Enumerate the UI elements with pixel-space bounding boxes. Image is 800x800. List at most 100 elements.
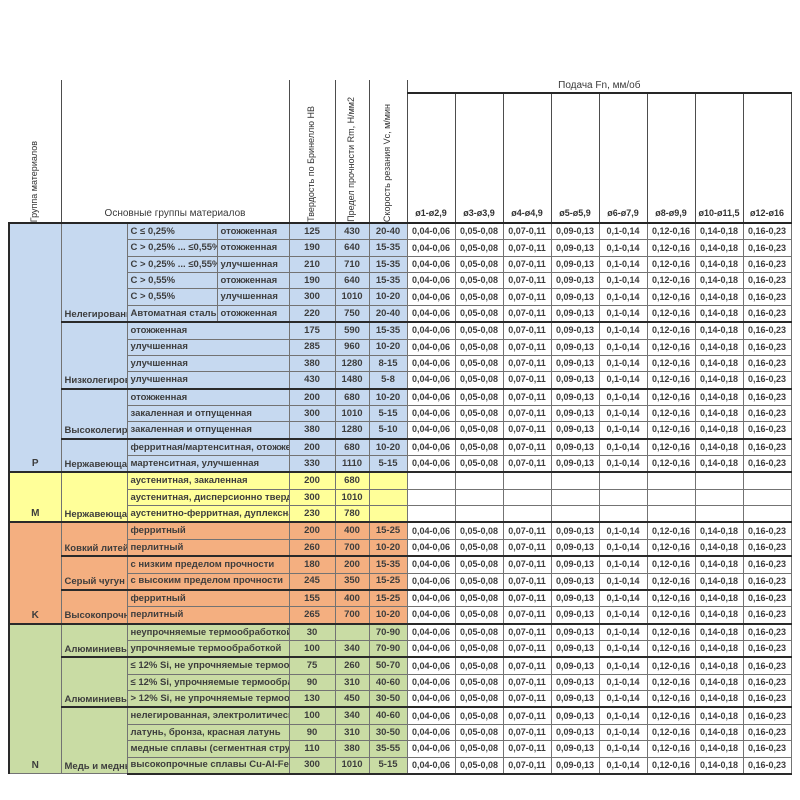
- feed-cell: 0,07-0,11: [502, 255, 552, 274]
- feed-cell: 0,09-0,13: [550, 455, 600, 473]
- speed-column-header: Скорость резания Vc, м/мин: [368, 80, 408, 224]
- strength-label: Предел прочности Rm, Н/мм2: [346, 97, 357, 222]
- feed-cell: 0,05-0,08: [454, 255, 504, 274]
- speed-cell: [368, 471, 408, 490]
- feed-cell: 0,04-0,06: [406, 521, 456, 540]
- speed-cell: 15-35: [368, 555, 408, 574]
- strength-cell: 310: [334, 723, 370, 742]
- feed-cell: 0,1-0,14: [598, 304, 648, 323]
- table-row: высокопрочные сплавы Cu-Al-Fe 300 1010 5-15…: [9, 756, 792, 775]
- speed-cell: 10-20: [368, 538, 408, 557]
- feed-cell: 0,12-0,16: [646, 538, 696, 557]
- table-row: Автоматная сталь отожженная 220 750 20-40 0,0…: [9, 304, 792, 323]
- strength-cell: 310: [334, 673, 370, 692]
- feed-cell: 0,1-0,14: [598, 723, 648, 742]
- feed-cell: [646, 471, 696, 490]
- feed-cell: 0,04-0,06: [406, 272, 456, 290]
- feed-cell: 0,1-0,14: [598, 538, 648, 557]
- material-subtype-cell: C > 0,55%: [126, 272, 218, 290]
- hardness-cell: 245: [288, 572, 336, 591]
- feed-cell: 0,14-0,18: [694, 588, 744, 608]
- material-name-cell: аустенитно-ферритная, дуплексная: [126, 505, 290, 523]
- feed-cell: 0,16-0,23: [742, 555, 792, 574]
- feed-cell: [454, 505, 504, 523]
- material-group-cell: Ковкий литейный: [60, 521, 128, 557]
- hardness-cell: 430: [288, 371, 336, 390]
- material-name-cell: мартенситная, улучшенная: [126, 455, 290, 473]
- material-group-cell: Алюминиевые ко: [60, 622, 128, 658]
- speed-cell: 15-35: [368, 255, 408, 274]
- feed-cell: 0,1-0,14: [598, 321, 648, 340]
- table-row: PНелегированнаяC ≤ 0,25%отожженная125430…: [8, 221, 792, 473]
- feed-cell: 0,16-0,23: [742, 255, 792, 274]
- material-group-cell: Нержавеющая ст: [60, 471, 128, 523]
- table-row: закаленная и отпущенная 300 1010 5-15 0,04-0…: [9, 404, 792, 423]
- feed-cell: 0,1-0,14: [598, 222, 648, 241]
- feed-cell: 0,1-0,14: [598, 455, 648, 473]
- feed-cell: 0,16-0,23: [742, 690, 792, 708]
- feed-cell: 0,1-0,14: [598, 239, 648, 257]
- feed-cell: 0,16-0,23: [742, 606, 792, 625]
- diameter-header: ø5-ø5,9: [550, 92, 600, 224]
- material-subtype-cell: C ≤ 0,25%: [126, 222, 218, 241]
- speed-cell: 8-15: [368, 354, 408, 373]
- table-row: Низколегированнотожженная17559015-350,04…: [9, 321, 792, 390]
- feed-cell: 0,14-0,18: [694, 387, 744, 406]
- feed-cell: 0,1-0,14: [598, 272, 648, 290]
- feed-cell: 0,07-0,11: [502, 740, 552, 758]
- material-state-cell: отожженная: [216, 222, 290, 241]
- feed-cell: 0,05-0,08: [454, 756, 504, 775]
- feed-cell: 0,04-0,06: [406, 723, 456, 742]
- feed-cell: 0,05-0,08: [454, 421, 504, 440]
- hardness-cell: 125: [288, 222, 336, 241]
- feed-cell: 0,09-0,13: [550, 622, 600, 641]
- diameter-header: ø3-ø3,9: [454, 92, 504, 224]
- strength-cell: 640: [334, 272, 370, 290]
- hardness-cell: 90: [288, 673, 336, 692]
- feed-cell: [550, 505, 600, 523]
- feed-cell: 0,05-0,08: [454, 387, 504, 406]
- feed-cell: 0,1-0,14: [598, 673, 648, 692]
- feed-cell: 0,16-0,23: [742, 404, 792, 423]
- feed-cell: 0,12-0,16: [646, 404, 696, 423]
- speed-cell: 5-15: [368, 756, 408, 775]
- feed-cell: 0,12-0,16: [646, 321, 696, 340]
- feed-cell: 0,1-0,14: [598, 588, 648, 608]
- feed-cell: 0,07-0,11: [502, 656, 552, 675]
- feed-cell: 0,14-0,18: [694, 572, 744, 591]
- material-name-cell: ≤ 12% Si, упрочняемые термообработко: [126, 673, 290, 692]
- feed-cell: 0,12-0,16: [646, 740, 696, 758]
- speed-cell: 70-90: [368, 639, 408, 658]
- feed-cell: [694, 488, 744, 507]
- speed-cell: 40-60: [368, 706, 408, 725]
- group-column-header: Группа материалов: [9, 80, 62, 224]
- diameter-header: ø6-ø7,9: [598, 92, 648, 224]
- feed-cell: 0,07-0,11: [502, 371, 552, 390]
- feed-cell: 0,14-0,18: [694, 288, 744, 306]
- material-group-cell: Алюминиевые ли: [60, 656, 128, 708]
- feed-cell: 0,12-0,16: [646, 639, 696, 658]
- feed-cell: 0,04-0,06: [406, 371, 456, 390]
- feed-cell: 0,05-0,08: [454, 288, 504, 306]
- feed-cell: 0,05-0,08: [454, 673, 504, 692]
- hardness-label: Твердость по Бринеллю HB: [306, 106, 317, 222]
- hardness-cell: 380: [288, 354, 336, 373]
- feed-cell: [742, 471, 792, 490]
- feed-cell: 0,1-0,14: [598, 622, 648, 641]
- table-header: Группа материалов Основные группы матери…: [9, 80, 792, 224]
- hardness-cell: 200: [288, 387, 336, 406]
- feed-cell: 0,07-0,11: [502, 622, 552, 641]
- feed-cell: 0,12-0,16: [646, 572, 696, 591]
- feed-cell: 0,09-0,13: [550, 371, 600, 390]
- speed-cell: 70-90: [368, 622, 408, 641]
- hardness-cell: 190: [288, 239, 336, 257]
- speed-cell: 15-25: [368, 588, 408, 608]
- feed-cell: 0,12-0,16: [646, 288, 696, 306]
- speed-cell: 40-60: [368, 673, 408, 692]
- material-name-cell: отожженная: [126, 387, 290, 406]
- material-name-cell: латунь, бронза, красная латунь: [126, 723, 290, 742]
- feed-cell: 0,1-0,14: [598, 639, 648, 658]
- material-group-cell: Нелегированная: [60, 221, 128, 323]
- material-name-cell: высокопрочные сплавы Cu-Al-Fe: [126, 756, 290, 775]
- feed-cell: 0,16-0,23: [742, 756, 792, 775]
